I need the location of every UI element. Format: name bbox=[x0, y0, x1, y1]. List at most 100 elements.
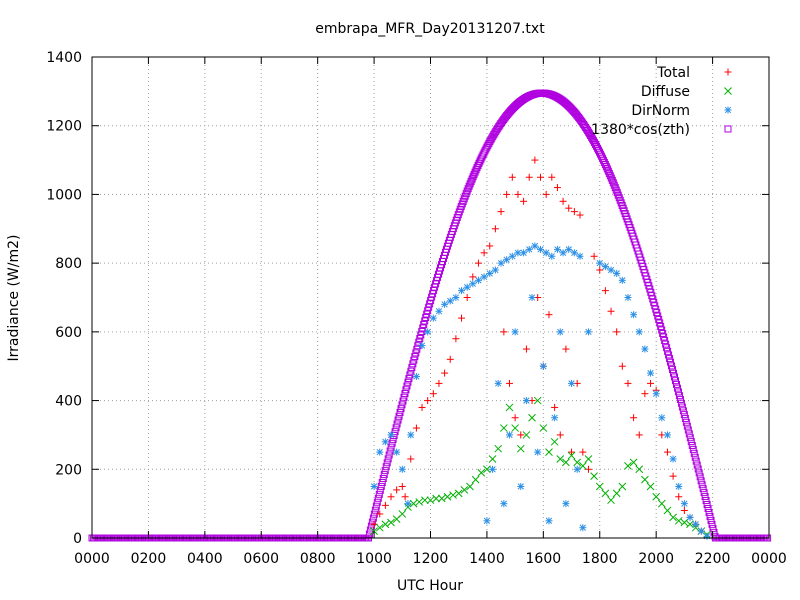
total-point bbox=[480, 249, 488, 257]
dirnorm-point bbox=[542, 249, 550, 257]
cos-zth-point bbox=[705, 508, 713, 516]
x-tick-label: 0200 bbox=[131, 551, 167, 567]
dirnorm-point bbox=[545, 517, 553, 525]
diffuse-point bbox=[516, 444, 525, 453]
total-point bbox=[562, 345, 570, 353]
diffuse-point bbox=[466, 482, 474, 491]
cos-zth-point bbox=[398, 401, 406, 409]
cos-zth-point bbox=[666, 355, 674, 363]
diffuse-point bbox=[471, 475, 480, 484]
cos-zth-point bbox=[372, 502, 380, 510]
x-tick-label: 0600 bbox=[243, 551, 279, 567]
cos-zth-point bbox=[600, 158, 608, 166]
cos-zth-point bbox=[394, 416, 402, 424]
diffuse-point bbox=[488, 455, 497, 463]
diffuse-point bbox=[443, 492, 452, 501]
dirnorm-point bbox=[601, 263, 609, 271]
cos-zth-point bbox=[686, 434, 694, 442]
x-tick-label: 1800 bbox=[582, 551, 618, 567]
total-point bbox=[601, 287, 609, 295]
total-point bbox=[474, 259, 482, 267]
cos-zth-point bbox=[692, 457, 700, 465]
y-tick-label: 1400 bbox=[46, 50, 82, 66]
dirnorm-point bbox=[376, 448, 384, 456]
cos-zth-point bbox=[468, 175, 476, 183]
dirnorm-point bbox=[511, 328, 519, 336]
cos-zth-point bbox=[687, 438, 695, 446]
cos-zth-point bbox=[392, 424, 400, 432]
cos-zth-point bbox=[410, 356, 418, 364]
total-point bbox=[435, 379, 443, 387]
x-tick-label: 1200 bbox=[413, 551, 449, 567]
dirnorm-point bbox=[559, 249, 567, 257]
total-point bbox=[387, 493, 395, 501]
dirnorm-point bbox=[531, 242, 539, 250]
total-point bbox=[407, 455, 415, 463]
legend: Total Diffuse DirNorm 1380*cos(zth) bbox=[591, 65, 732, 138]
dirnorm-point bbox=[579, 524, 587, 532]
diffuse-point bbox=[686, 520, 694, 529]
diffuse-point bbox=[432, 494, 440, 503]
dirnorm-point bbox=[528, 294, 536, 301]
cos-zth-point bbox=[657, 322, 665, 330]
cos-zth-point bbox=[397, 405, 405, 413]
cos-zth-point bbox=[465, 182, 473, 190]
dirnorm-point bbox=[441, 300, 449, 308]
cos-zth-point bbox=[385, 451, 393, 459]
legend-swatch bbox=[724, 125, 732, 133]
diffuse-point bbox=[612, 489, 621, 498]
dirnorm-point bbox=[483, 517, 491, 525]
diffuse-point bbox=[477, 468, 486, 477]
diffuse-point bbox=[381, 520, 390, 529]
legend-swatch bbox=[724, 106, 732, 114]
dirnorm-point bbox=[703, 532, 711, 540]
dirnorm-point bbox=[435, 307, 443, 315]
dirnorm-point bbox=[522, 397, 530, 405]
total-point bbox=[579, 448, 587, 456]
dirnorm-point bbox=[494, 379, 502, 387]
cos-zth-point bbox=[606, 172, 614, 180]
dirnorm-point bbox=[370, 482, 378, 490]
dirnorm-point bbox=[429, 314, 437, 322]
cos-zth-point bbox=[684, 426, 692, 434]
cos-zth-point bbox=[399, 397, 407, 405]
cos-zth-point bbox=[696, 473, 704, 481]
cos-zth-point bbox=[688, 441, 696, 449]
cos-zth-point bbox=[471, 168, 479, 176]
cos-zth-point bbox=[698, 481, 706, 489]
cos-zth-point bbox=[676, 395, 684, 403]
dirnorm-point bbox=[692, 520, 700, 528]
cos-zth-point bbox=[601, 161, 609, 169]
cos-zth-point bbox=[679, 407, 687, 415]
dirnorm-point bbox=[508, 252, 516, 260]
cos-zth-point bbox=[607, 174, 615, 182]
cos-zth-point bbox=[677, 399, 685, 407]
total-point bbox=[446, 355, 454, 363]
x-tick-label: 0800 bbox=[300, 551, 336, 567]
y-tick-label: 1000 bbox=[46, 187, 82, 203]
total-point bbox=[418, 403, 426, 411]
cos-zth-point bbox=[667, 358, 675, 366]
diffuse-point bbox=[511, 424, 519, 432]
total-point bbox=[669, 472, 677, 480]
dirnorm-point bbox=[556, 328, 564, 336]
y-tick-label: 1200 bbox=[46, 119, 82, 135]
cos-zth-point bbox=[678, 403, 686, 411]
dirnorm-point bbox=[630, 311, 638, 319]
diffuse-point bbox=[657, 499, 666, 508]
cos-zth-point bbox=[704, 504, 712, 512]
cos-zth-point bbox=[683, 422, 691, 430]
dirnorm-point bbox=[663, 431, 671, 439]
cos-zth-point bbox=[404, 378, 412, 386]
cos-zth-point bbox=[378, 478, 386, 486]
dirnorm-point bbox=[517, 482, 525, 490]
y-tick-label: 0 bbox=[73, 531, 82, 547]
cos-zth-point bbox=[395, 412, 403, 420]
dirnorm-point bbox=[570, 249, 578, 257]
total-point bbox=[486, 242, 494, 250]
diffuse-point bbox=[629, 458, 638, 467]
diffuse-point bbox=[556, 455, 565, 463]
dirnorm-point bbox=[551, 414, 559, 422]
dirnorm-point bbox=[381, 438, 389, 446]
y-tick-label: 400 bbox=[55, 394, 82, 410]
